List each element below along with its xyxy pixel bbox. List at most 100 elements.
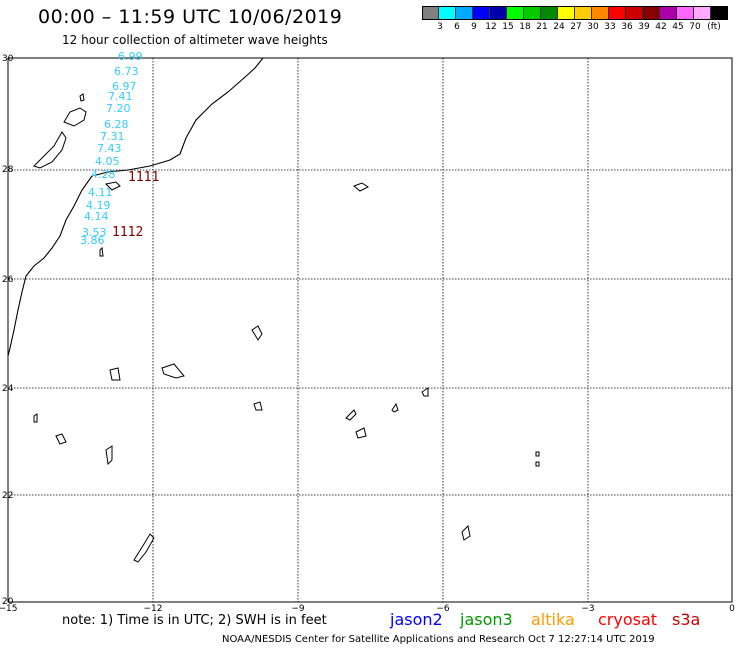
colorbar-swatch [643, 6, 660, 20]
island-n [421, 387, 429, 397]
wave-height-label: 3.53 [82, 226, 107, 239]
longitude-label: −3 [581, 604, 594, 614]
colorbar-label: 18 [519, 22, 531, 32]
wave-height-label: 6.99 [118, 50, 143, 63]
colorbar-label: 12 [485, 22, 497, 32]
latitude-label: 24 [2, 384, 14, 394]
colorbar-swatch [592, 6, 609, 20]
colorbar-swatch [677, 6, 694, 20]
wave-height-label: 7.43 [97, 142, 122, 155]
wave-height-label: 3.86 [80, 234, 105, 247]
colorbar-label: 42 [655, 22, 667, 32]
island-r [133, 533, 155, 563]
island-fuerteventura [33, 131, 67, 169]
longitude-labels: −15 −12 −9 −6 −3 0 [0, 604, 735, 614]
colorbar-label: 39 [638, 22, 650, 32]
colorbar-swatch [473, 6, 490, 20]
colorbar-swatch [422, 6, 439, 20]
island-p [535, 461, 540, 467]
colorbar-swatch [660, 6, 677, 20]
island-k [345, 409, 357, 421]
colorbar-swatch [558, 6, 575, 20]
island-d [251, 325, 263, 341]
wave-height-label: 4.11 [88, 186, 113, 199]
wave-height-label: 6.73 [114, 65, 139, 78]
colorbar-swatch [575, 6, 592, 20]
africa-coastline [7, 57, 264, 357]
wave-height-label: 7.31 [100, 130, 125, 143]
footer-note: note: 1) Time is in UTC; 2) SWH is in fe… [62, 613, 327, 628]
islands [33, 93, 540, 563]
colorbar-label: 6 [454, 22, 460, 32]
island-i [55, 433, 67, 445]
wave-height-label: 4.19 [86, 199, 111, 212]
wave-height-label: 7.41 [108, 90, 133, 103]
latitude-label: 28 [2, 165, 14, 175]
wave-height-label: 4.05 [95, 155, 120, 168]
island-e [161, 363, 185, 379]
wave-height-label: 4.28 [91, 168, 116, 181]
longitude-label: −15 [0, 604, 18, 614]
longitude-label: 0 [729, 604, 735, 614]
map-frame [7, 57, 733, 603]
longitude-label: −9 [291, 604, 305, 614]
wave-height-track: 6.99 6.73 6.977.417.20 6.287.317.434.054.28… [80, 50, 143, 247]
island-q [461, 524, 471, 541]
island-j [105, 445, 113, 466]
page-subtitle: 12 hour collection of altimeter wave hei… [62, 33, 328, 47]
colorbar-border [422, 6, 728, 20]
latitude-label: 30 [2, 54, 14, 64]
colorbar-swatch [694, 6, 711, 20]
track-id-1112: 1112 [112, 225, 143, 240]
page-title: 00:00 – 11:59 UTC 10/06/2019 [38, 6, 343, 28]
island-lanzarote [63, 107, 87, 127]
track-id-1111: 1111 [128, 170, 159, 185]
latitude-label: 20 [2, 597, 14, 607]
satellite-cryosat: cryosat [598, 610, 658, 629]
satellite-altika: altika [531, 610, 575, 629]
satellite-jason2: jason2 [390, 610, 443, 629]
colorbar-swatch [609, 6, 626, 20]
latitude-label: 22 [2, 491, 13, 501]
longitude-label: −6 [436, 604, 450, 614]
colorbar-swatch [490, 6, 507, 20]
island-c [353, 182, 369, 192]
footer-credit: NOAA/NESDIS Center for Satellite Applica… [222, 634, 655, 645]
colorbar-swatch [456, 6, 473, 20]
latitude-label: 26 [2, 275, 14, 285]
colorbar-label: 15 [502, 22, 514, 32]
longitude-label: −12 [144, 604, 163, 614]
colorbar-label: 36 [621, 22, 633, 32]
colorbar-label: 21 [536, 22, 548, 32]
colorbar-label: 24 [553, 22, 565, 32]
colorbar-swatch [541, 6, 558, 20]
island-h [33, 413, 38, 423]
island-o [535, 451, 540, 457]
island-b [99, 246, 104, 257]
wave-height-label: 6.28 [104, 118, 129, 131]
colorbar-label: 70 [689, 22, 701, 32]
wave-height-label: 7.20 [106, 102, 131, 115]
colorbar-label: 9 [471, 22, 477, 32]
satellite-jason3: jason3 [460, 610, 513, 629]
island-l [391, 402, 399, 413]
colorbar-unit: (ft) [707, 22, 721, 32]
island-g [253, 401, 263, 411]
colorbar-swatch [524, 6, 541, 20]
colorbar-swatch [507, 6, 524, 20]
wave-height-label: 6.97 [112, 80, 137, 93]
colorbar-swatch [626, 6, 643, 20]
colorbar-label: 3 [437, 22, 443, 32]
colorbar-swatch [439, 6, 456, 20]
colorbar-label: 33 [604, 22, 616, 32]
island-alegranza [79, 93, 85, 102]
wave-height-label: 4.14 [84, 210, 109, 223]
satellite-s3a: s3a [672, 610, 701, 629]
colorbar-label: 30 [587, 22, 599, 32]
island-m [355, 427, 367, 439]
colorbar-label: 45 [672, 22, 684, 32]
colorbar-label: 27 [570, 22, 582, 32]
latitude-labels: 30 28 26 24 22 20 [2, 54, 14, 607]
island-a [104, 181, 121, 191]
